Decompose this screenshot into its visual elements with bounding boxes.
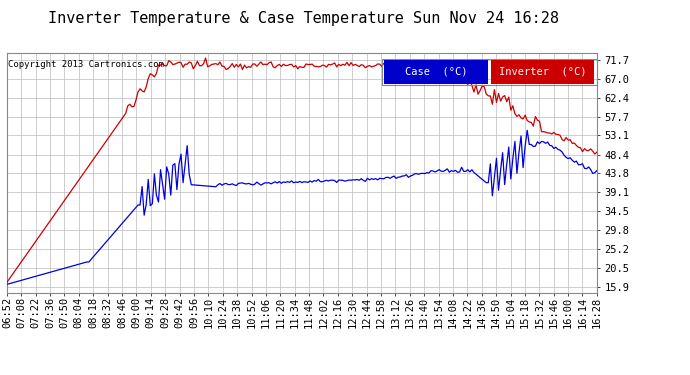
Text: Inverter  (°C): Inverter (°C) <box>499 67 586 77</box>
Text: Inverter Temperature & Case Temperature Sun Nov 24 16:28: Inverter Temperature & Case Temperature … <box>48 11 559 26</box>
FancyBboxPatch shape <box>384 60 488 84</box>
Text: Case  (°C): Case (°C) <box>405 67 467 77</box>
FancyBboxPatch shape <box>491 60 594 84</box>
Text: Copyright 2013 Cartronics.com: Copyright 2013 Cartronics.com <box>8 60 164 69</box>
